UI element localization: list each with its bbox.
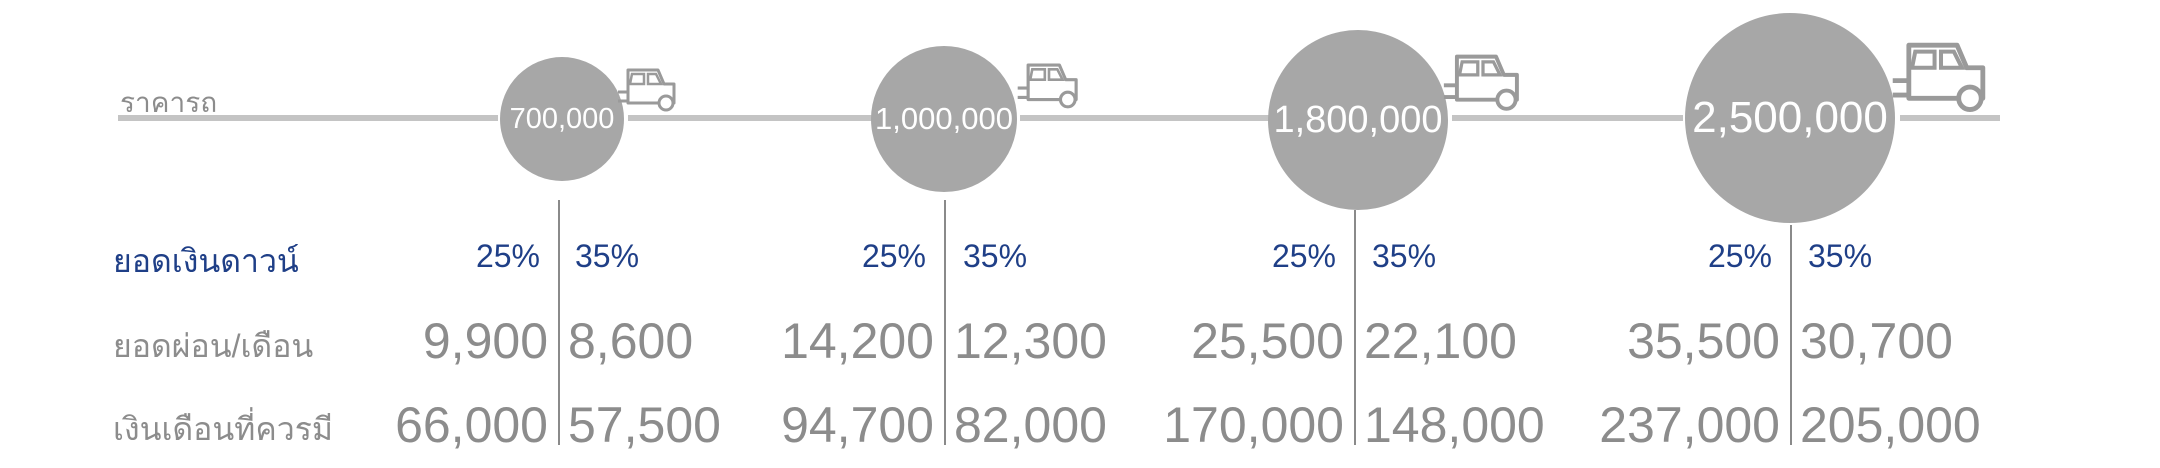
price-bubble-tier-1: 700,000: [500, 57, 624, 181]
down-right-tier-1: 35%: [575, 238, 640, 274]
price-bubble-tier-3: 1,800,000: [1268, 30, 1448, 210]
timeline-segment: [1900, 115, 2000, 121]
car-icon: [618, 68, 676, 112]
timeline-segment: [1452, 115, 1683, 121]
pay-left-tier-4: 35,500: [1627, 313, 1780, 369]
price-bubble-tier-4: 2,500,000: [1685, 13, 1895, 223]
pay-left-tier-2: 14,200: [781, 313, 934, 369]
divider-tier-2: [944, 200, 946, 445]
pay-right-tier-3: 22,100: [1364, 313, 1517, 369]
price-value: 2,500,000: [1692, 93, 1888, 142]
pay-right-tier-1: 8,600: [568, 313, 694, 369]
car-icon: [1892, 42, 1986, 112]
salary-right-tier-4: 205,000: [1800, 397, 1981, 453]
pay-left-tier-1: 9,900: [422, 313, 548, 369]
down-right-tier-4: 35%: [1808, 238, 1873, 274]
down-left-tier-2: 25%: [861, 238, 926, 274]
salary-right-tier-3: 148,000: [1364, 397, 1545, 453]
car-icon: [1443, 54, 1519, 111]
price-bubble-tier-2: 1,000,000: [871, 46, 1017, 192]
pay-right-tier-2: 12,300: [954, 313, 1107, 369]
down-right-tier-3: 35%: [1372, 238, 1437, 274]
label-car-price: ราคารถ: [120, 87, 218, 118]
divider-tier-4: [1790, 225, 1792, 445]
down-left-tier-3: 25%: [1271, 238, 1336, 274]
label-down-payment: ยอดเงินดาวน์: [113, 243, 299, 279]
label-required-salary: เงินเดือนที่ควรมี: [113, 411, 333, 447]
pay-right-tier-4: 30,700: [1800, 313, 1953, 369]
salary-left-tier-4: 237,000: [1599, 397, 1780, 453]
price-value: 1,000,000: [875, 101, 1013, 136]
down-right-tier-2: 35%: [963, 238, 1028, 274]
salary-left-tier-3: 170,000: [1163, 397, 1344, 453]
timeline-segment: [1020, 115, 1275, 121]
price-value: 1,800,000: [1273, 98, 1443, 141]
timeline-segment: [118, 115, 498, 121]
timeline-segment: [628, 115, 873, 121]
salary-right-tier-2: 82,000: [954, 397, 1107, 453]
pay-left-tier-3: 25,500: [1191, 313, 1344, 369]
price-value: 700,000: [509, 102, 615, 135]
divider-tier-1: [558, 200, 560, 445]
car-icon: [1017, 63, 1078, 109]
down-left-tier-1: 25%: [475, 238, 540, 274]
divider-tier-3: [1354, 210, 1356, 445]
down-left-tier-4: 25%: [1707, 238, 1772, 274]
salary-left-tier-2: 94,700: [781, 397, 934, 453]
label-monthly-payment: ยอดผ่อน/เดือน: [113, 328, 314, 364]
salary-left-tier-1: 66,000: [395, 397, 548, 453]
salary-right-tier-1: 57,500: [568, 397, 721, 453]
